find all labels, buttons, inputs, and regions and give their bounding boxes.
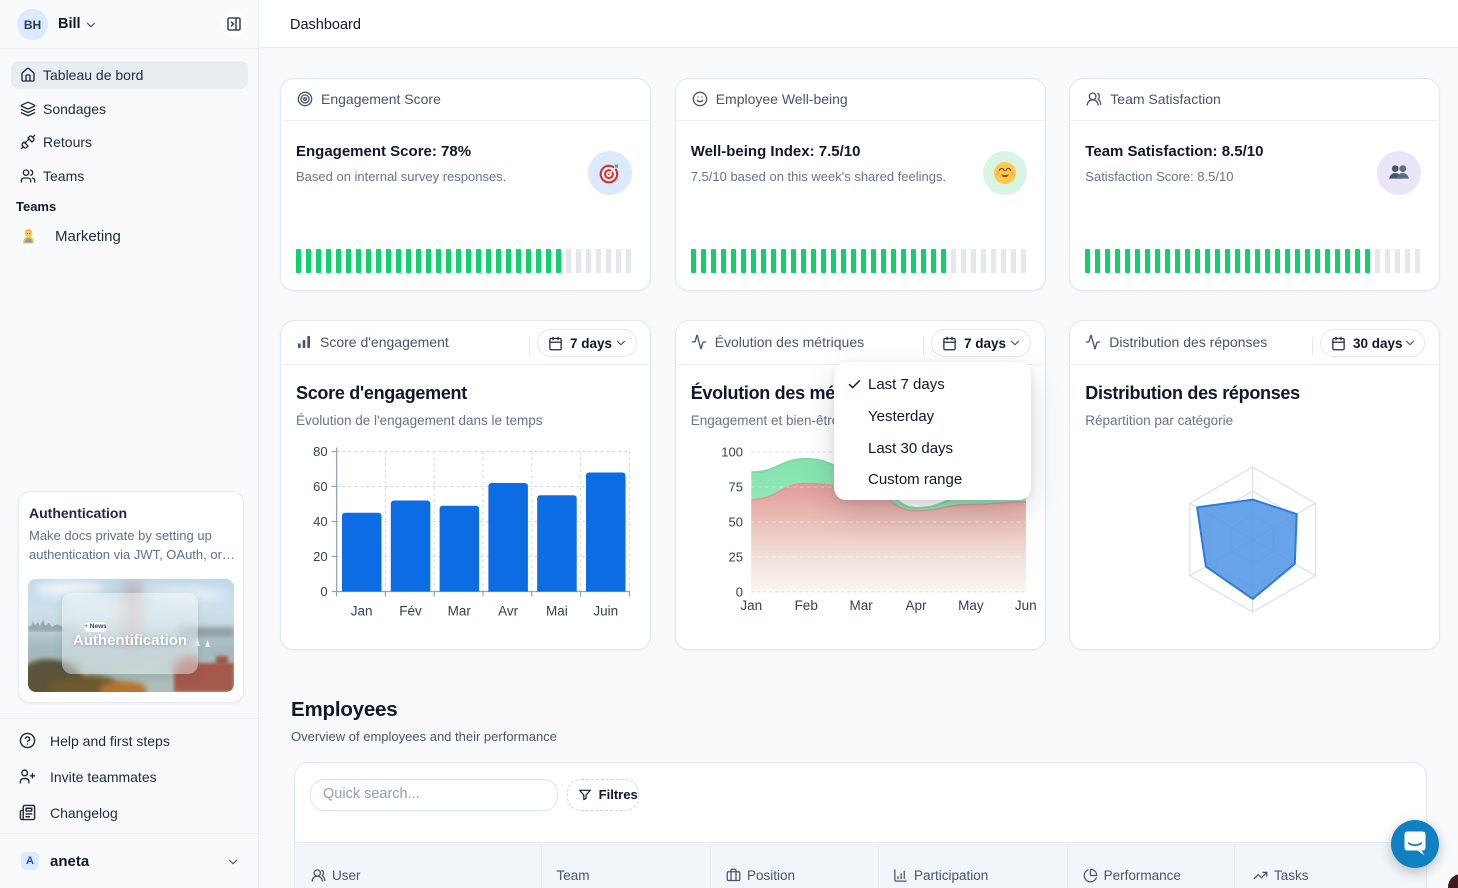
svg-text:40: 40	[313, 514, 327, 529]
svg-text:Fév: Fév	[399, 604, 422, 619]
svg-text:Mai: Mai	[546, 604, 568, 619]
svg-text:75: 75	[728, 480, 742, 495]
svg-text:May: May	[958, 598, 984, 613]
svg-text:Apr: Apr	[905, 598, 927, 613]
svg-text:Juin: Juin	[593, 604, 618, 619]
svg-text:80: 80	[313, 444, 327, 459]
svg-text:Jan: Jan	[740, 598, 762, 613]
svg-text:20: 20	[313, 549, 327, 564]
svg-text:100: 100	[721, 445, 743, 460]
svg-text:0: 0	[735, 585, 742, 600]
svg-text:Jan: Jan	[351, 604, 373, 619]
svg-text:60: 60	[313, 479, 327, 494]
svg-text:25: 25	[728, 550, 742, 565]
svg-text:50: 50	[728, 515, 742, 530]
svg-text:Jun: Jun	[1015, 598, 1037, 613]
svg-text:Mar: Mar	[448, 604, 472, 619]
svg-text:0: 0	[320, 584, 327, 599]
svg-text:Avr: Avr	[498, 604, 519, 619]
svg-text:Feb: Feb	[794, 598, 817, 613]
svg-text:Mar: Mar	[849, 598, 873, 613]
